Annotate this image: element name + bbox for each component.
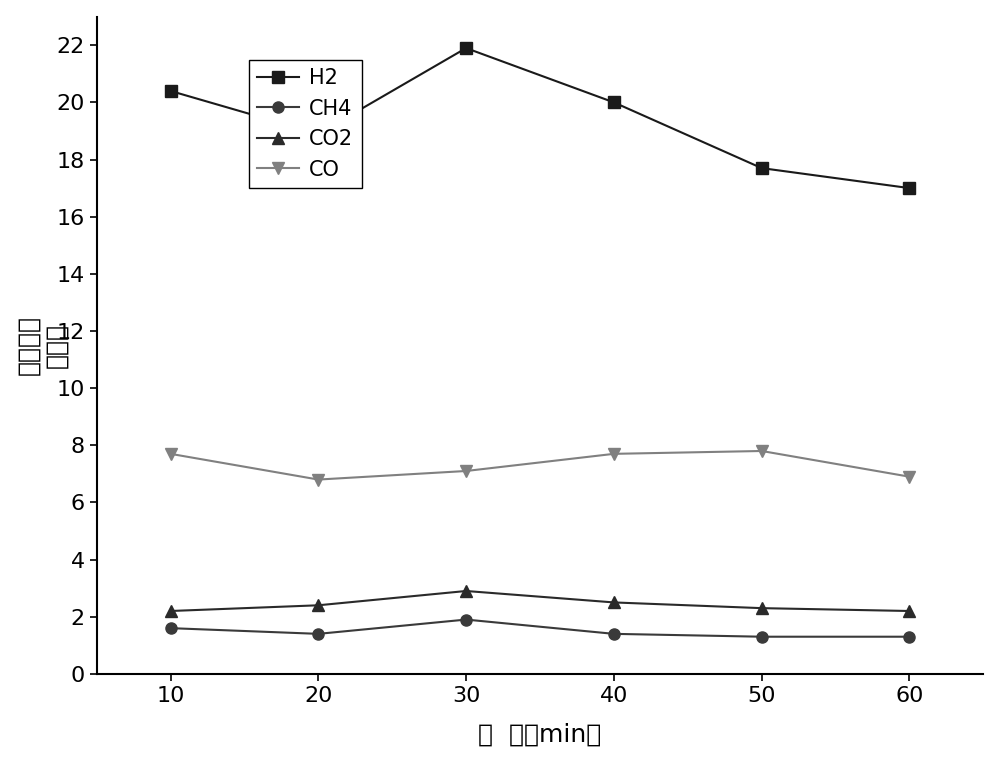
CO — [903, 472, 915, 481]
H2 — [460, 43, 472, 53]
CO2 — [756, 604, 768, 613]
H2 — [903, 184, 915, 193]
CH4 — [312, 629, 324, 639]
H2 — [312, 129, 324, 138]
Line: CO: CO — [164, 445, 916, 486]
CO — [460, 466, 472, 475]
Legend: H2, CH4, CO2, CO: H2, CH4, CO2, CO — [249, 60, 362, 188]
H2 — [165, 86, 177, 95]
CH4 — [460, 615, 472, 624]
Line: CO2: CO2 — [164, 584, 916, 617]
H2 — [756, 163, 768, 172]
CH4 — [756, 632, 768, 641]
CO — [608, 449, 620, 459]
CH4 — [165, 623, 177, 633]
CO — [165, 449, 177, 459]
Y-axis label: 气体产品
（％）: 气体产品 （％） — [17, 315, 68, 375]
CO — [312, 475, 324, 485]
CO2 — [312, 600, 324, 610]
CO2 — [460, 587, 472, 596]
Line: CH4: CH4 — [165, 614, 915, 642]
CH4 — [903, 632, 915, 641]
CO2 — [165, 607, 177, 616]
CO — [756, 446, 768, 456]
Line: H2: H2 — [165, 43, 915, 194]
X-axis label: 时  间（min）: 时 间（min） — [478, 723, 602, 746]
H2 — [608, 98, 620, 107]
CH4 — [608, 629, 620, 639]
CO2 — [608, 598, 620, 607]
CO2 — [903, 607, 915, 616]
